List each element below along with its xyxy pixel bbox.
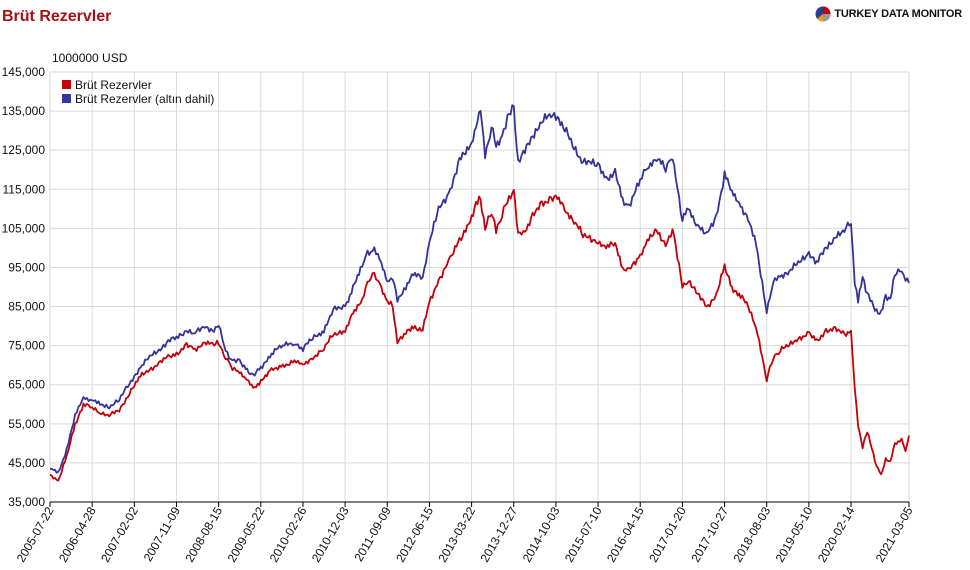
series-layer	[49, 104, 910, 482]
axis-layer: 35,000 45,000 55,000 65,000 75,000 85,000 95,0…	[2, 65, 916, 565]
y-tick-label: 105,000	[2, 221, 46, 235]
x-tick-label: 2005-07-22	[14, 504, 57, 564]
x-tick-label: 2013-12-27	[478, 504, 521, 564]
x-tick-label: 2008-08-15	[182, 504, 225, 564]
y-tick-label: 115,000	[3, 182, 46, 196]
y-tick-label: 135,000	[2, 104, 46, 118]
x-tick-label: 2017-01-20	[646, 504, 689, 564]
x-tick-label: 2020-02-14	[815, 504, 858, 564]
brand-logo[interactable]: TURKEY DATA MONITOR	[815, 6, 962, 22]
x-tick-label: 2013-03-22	[435, 504, 478, 564]
x-tick-label: 2021-03-05	[873, 504, 916, 564]
legend-swatch-1	[62, 80, 71, 89]
x-tick-label: 2015-07-10	[562, 504, 605, 564]
pie-chart-logo-icon	[815, 6, 831, 22]
x-tick-label: 2007-11-09	[141, 504, 184, 564]
x-tick-label: 2017-10-27	[688, 504, 731, 564]
series-line-2	[50, 104, 910, 474]
brand-name: TURKEY DATA MONITOR	[834, 8, 962, 20]
x-tick-label: 2016-04-15	[604, 504, 647, 564]
y-tick-label: 55,000	[8, 417, 45, 431]
y-tick-label: 75,000	[8, 339, 45, 353]
x-tick-label: 2006-04-28	[56, 504, 99, 564]
legend-label-1: Brüt Rezervler	[75, 78, 152, 92]
x-tick-label: 2009-05-22	[225, 504, 268, 564]
x-tick-label: 2010-02-26	[267, 504, 310, 564]
y-tick-label: 45,000	[8, 456, 45, 470]
page-title: Brüt Rezervler	[2, 8, 112, 25]
y-tick-label: 65,000	[8, 378, 45, 392]
x-tick-label: 2014-10-03	[520, 504, 563, 564]
legend-label-2: Brüt Rezervler (altın dahil)	[75, 92, 214, 106]
y-tick-label: 95,000	[8, 260, 45, 274]
x-tick-label: 2010-12-03	[309, 504, 352, 564]
x-tick-label: 2012-06-15	[393, 504, 436, 564]
series-line-1	[49, 189, 910, 482]
y-tick-label: 145,000	[2, 65, 46, 79]
x-tick-label: 2011-09-09	[351, 504, 394, 564]
x-tick-label: 2018-08-03	[730, 504, 773, 564]
legend-swatch-2	[62, 94, 71, 103]
x-tick-label: 2007-02-02	[98, 504, 141, 564]
x-tick-label: 2019-05-10	[773, 504, 816, 564]
y-tick-label: 85,000	[8, 300, 45, 314]
y-tick-label: 35,000	[8, 495, 45, 509]
y-unit-label: 1000000 USD	[52, 51, 128, 65]
grid-layer	[49, 71, 910, 503]
y-tick-label: 125,000	[2, 143, 46, 157]
plot-frame	[49, 71, 910, 503]
